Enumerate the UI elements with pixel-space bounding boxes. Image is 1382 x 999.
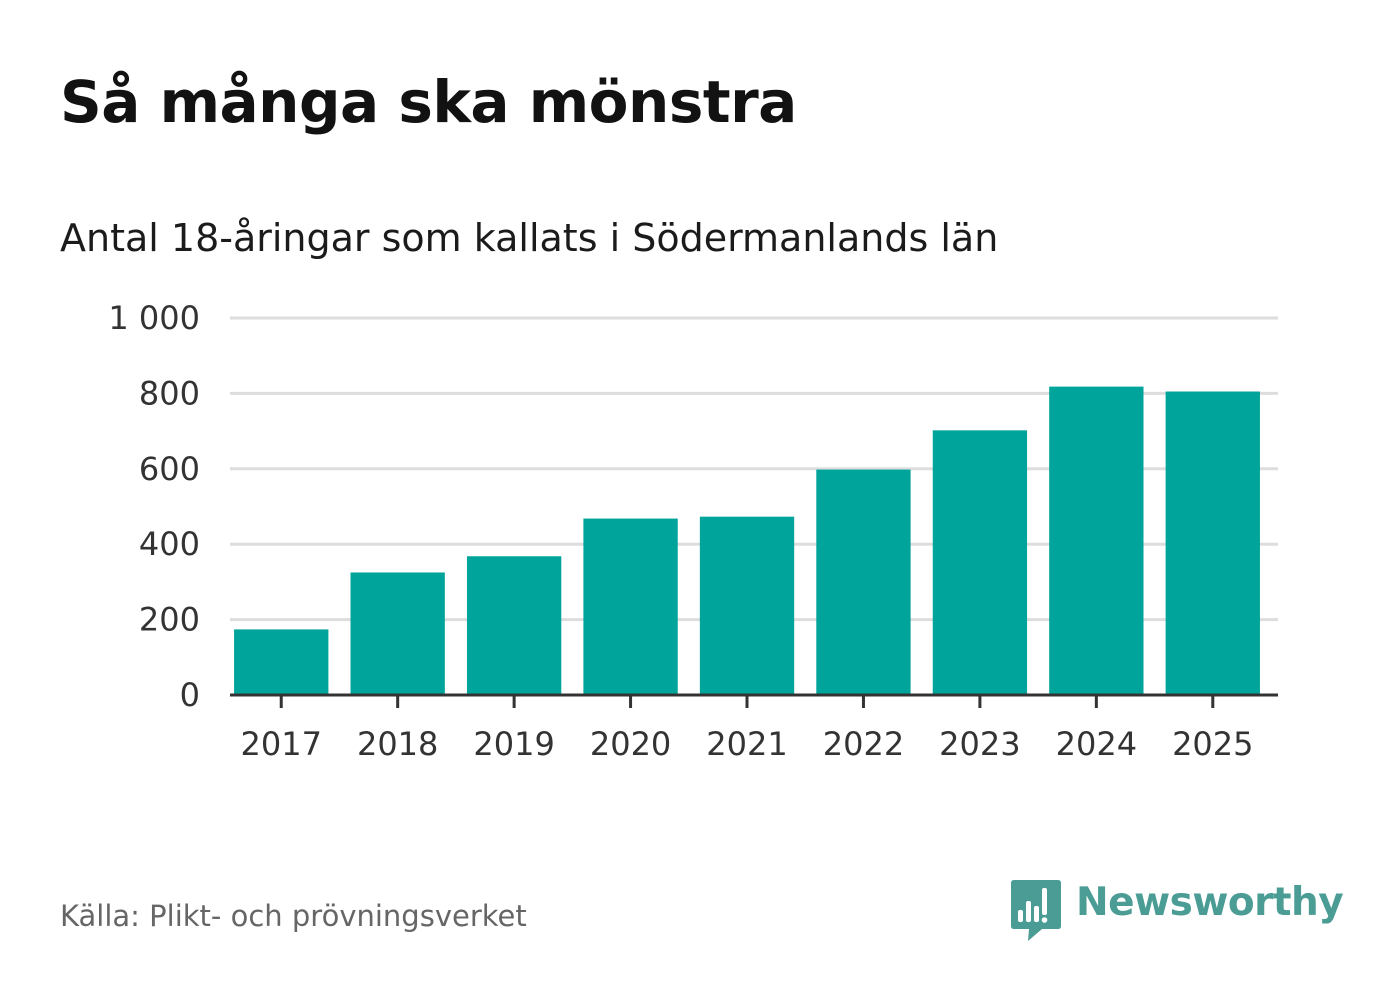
y-tick-label-800: 800 (139, 374, 200, 412)
x-tick-label-2024: 2024 (1056, 725, 1137, 763)
bar-2019 (466, 556, 562, 695)
bar-2021 (699, 516, 795, 695)
bar-2020 (583, 518, 678, 695)
x-tick-label-2019: 2019 (473, 725, 554, 763)
x-tick-label-2021: 2021 (706, 725, 787, 763)
y-tick-label-1000: 1 000 (108, 299, 200, 337)
x-tick-label-2022: 2022 (823, 725, 904, 763)
x-axis-ticks: 2017 2018 2019 2020 2021 2022 2023 2024 2025 (241, 695, 1254, 763)
x-tick-label-2017: 2017 (241, 725, 322, 763)
y-tick-label-0: 0 (180, 676, 200, 714)
newsworthy-logo-icon (1011, 880, 1061, 941)
brand-name: Newsworthy (1076, 880, 1344, 925)
y-tick-label-200: 200 (139, 601, 200, 639)
bar-2025 (1165, 391, 1260, 695)
bar-2017 (234, 629, 329, 695)
x-tick-label-2020: 2020 (590, 725, 671, 763)
brand-logo: Newsworthy (1010, 878, 1344, 942)
source-note: Källa: Plikt- och prövningsverket (60, 899, 527, 933)
bar-2023 (932, 430, 1028, 695)
x-tick-label-2025: 2025 (1172, 725, 1253, 763)
y-tick-label-600: 600 (139, 450, 200, 488)
y-axis-ticks: 0 200 400 600 800 1 000 (108, 299, 200, 714)
x-tick-label-2023: 2023 (939, 725, 1020, 763)
y-tick-label-400: 400 (139, 525, 200, 563)
bar-2022 (816, 469, 911, 695)
chart-subtitle: Antal 18-åringar som kallats i Södermanl… (60, 216, 999, 260)
x-tick-label-2018: 2018 (357, 725, 438, 763)
bar-2024 (1049, 386, 1144, 695)
bars (234, 386, 1260, 695)
chart-title: Så många ska mönstra (60, 68, 797, 136)
bar-2018 (350, 572, 445, 695)
